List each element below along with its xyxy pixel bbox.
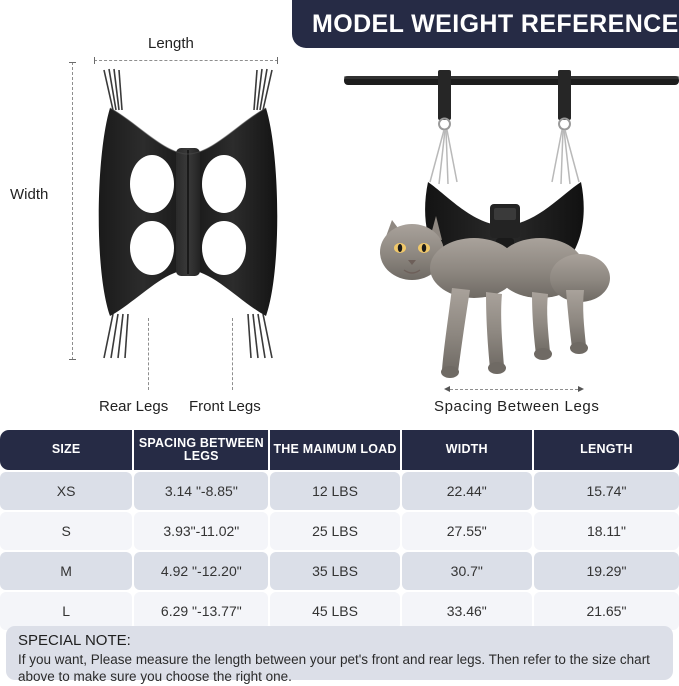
length-tick-right bbox=[277, 57, 278, 64]
rear-legs-guide-line bbox=[148, 318, 149, 390]
length-tick-left bbox=[94, 57, 95, 64]
front-legs-guide-line bbox=[232, 318, 233, 390]
cell-load: 35 LBS bbox=[270, 552, 400, 590]
diagram-area: Length Width Rear Legs Front Legs Spacin… bbox=[10, 35, 679, 415]
table-row: S 3.93"-11.02" 25 LBS 27.55" 18.11" bbox=[0, 512, 679, 550]
special-note-text: If you want, Please measure the length b… bbox=[18, 651, 650, 685]
hammock-product-illustration bbox=[98, 68, 278, 359]
front-legs-label: Front Legs bbox=[189, 398, 261, 415]
table-header-row: SIZE SPACING BETWEEN LEGS THE MAIMUM LOA… bbox=[0, 430, 679, 470]
cell-spacing: 3.93"-11.02" bbox=[134, 512, 269, 550]
width-tick-bottom bbox=[69, 359, 76, 360]
cell-size: XS bbox=[0, 472, 133, 510]
cell-spacing: 3.14 "-8.85" bbox=[134, 472, 269, 510]
cell-width: 33.46" bbox=[401, 592, 532, 630]
width-guide-line bbox=[72, 62, 73, 360]
cell-size: S bbox=[0, 512, 133, 550]
size-chart-table: SIZE SPACING BETWEEN LEGS THE MAIMUM LOA… bbox=[0, 430, 679, 630]
table-header-load: THE MAIMUM LOAD bbox=[270, 430, 400, 470]
length-guide-line bbox=[94, 60, 278, 61]
title-banner: MODEL WEIGHT REFERENCE bbox=[292, 0, 679, 48]
spacing-guide-line bbox=[450, 389, 578, 390]
table-row: L 6.29 "-13.77" 45 LBS 33.46" 21.65" bbox=[0, 592, 679, 630]
rear-legs-label: Rear Legs bbox=[99, 398, 169, 415]
cell-size: L bbox=[0, 592, 133, 630]
table-header-spacing: SPACING BETWEEN LEGS bbox=[134, 430, 269, 470]
cell-size: M bbox=[0, 552, 133, 590]
cell-load: 45 LBS bbox=[270, 592, 400, 630]
cell-length: 21.65" bbox=[533, 592, 679, 630]
cell-load: 25 LBS bbox=[270, 512, 400, 550]
cell-width: 30.7" bbox=[401, 552, 532, 590]
width-tick-top bbox=[69, 62, 76, 63]
cell-spacing: 4.92 "-12.20" bbox=[134, 552, 269, 590]
cell-length: 15.74" bbox=[533, 472, 679, 510]
cell-width: 27.55" bbox=[401, 512, 532, 550]
spacing-arrow-right bbox=[578, 385, 584, 392]
table-row: M 4.92 "-12.20" 35 LBS 30.7" 19.29" bbox=[0, 552, 679, 590]
cell-length: 18.11" bbox=[533, 512, 679, 550]
cell-load: 12 LBS bbox=[270, 472, 400, 510]
special-note-title: SPECIAL NOTE: bbox=[18, 632, 131, 649]
table-row: XS 3.14 "-8.85" 12 LBS 22.44" 15.74" bbox=[0, 472, 679, 510]
spacing-between-legs-label: Spacing Between Legs bbox=[434, 398, 600, 415]
special-note-panel: SPECIAL NOTE: If you want, Please measur… bbox=[6, 626, 673, 684]
page-title: MODEL WEIGHT REFERENCE bbox=[312, 9, 679, 38]
cell-width: 22.44" bbox=[401, 472, 532, 510]
cat-in-hammock-photo bbox=[344, 70, 679, 378]
table-header-width: WIDTH bbox=[401, 430, 532, 470]
cell-length: 19.29" bbox=[533, 552, 679, 590]
table-header-length: LENGTH bbox=[533, 430, 679, 470]
table-header-size: SIZE bbox=[0, 430, 133, 470]
spacing-arrow-left bbox=[444, 385, 450, 392]
length-label: Length bbox=[148, 35, 194, 52]
width-label: Width bbox=[10, 186, 49, 203]
cell-spacing: 6.29 "-13.77" bbox=[134, 592, 269, 630]
